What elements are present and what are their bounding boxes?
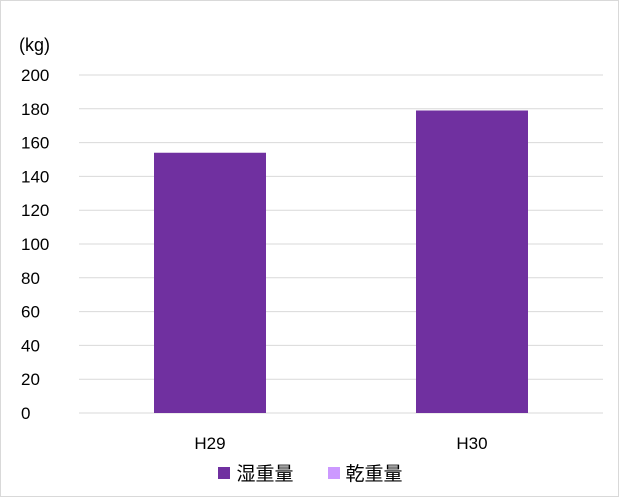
y-tick-label: 180 — [21, 100, 49, 119]
legend-item-dry-weight: 乾重量 — [327, 459, 403, 486]
x-tick-label: H29 — [194, 434, 225, 453]
y-tick-label: 120 — [21, 201, 49, 220]
legend-swatch-wet-weight — [218, 466, 231, 479]
y-tick-label: 140 — [21, 167, 49, 186]
y-tick-label: 40 — [21, 336, 40, 355]
legend-label-dry-weight: 乾重量 — [345, 463, 403, 485]
x-tick-label: H30 — [456, 434, 487, 453]
y-tick-label: 60 — [21, 303, 40, 322]
bar-chart: (kg) 0 20 40 60 80 100 120 140 160 180 200 H29 H30 — [19, 35, 603, 453]
legend-swatch-dry-weight — [327, 466, 340, 479]
y-axis-tick-labels: 0 20 40 60 80 100 120 140 160 180 200 — [21, 66, 49, 423]
y-tick-label: 20 — [21, 370, 40, 389]
bar-h29-series-0 — [154, 152, 266, 414]
y-tick-label: 160 — [21, 134, 49, 153]
legend-item-wet-weight: 湿重量 — [218, 459, 294, 486]
bar-h30-series-0 — [416, 110, 528, 414]
y-tick-label: 80 — [21, 269, 40, 288]
bars — [154, 110, 528, 414]
chart-legend: 湿重量 乾重量 — [1, 459, 619, 486]
y-tick-label: 0 — [21, 404, 30, 423]
y-tick-label: 100 — [21, 235, 49, 254]
legend-label-wet-weight: 湿重量 — [236, 463, 294, 485]
y-axis-unit-label: (kg) — [19, 35, 50, 55]
x-axis-tick-labels: H29 H30 — [194, 434, 487, 453]
y-tick-label: 200 — [21, 66, 49, 85]
